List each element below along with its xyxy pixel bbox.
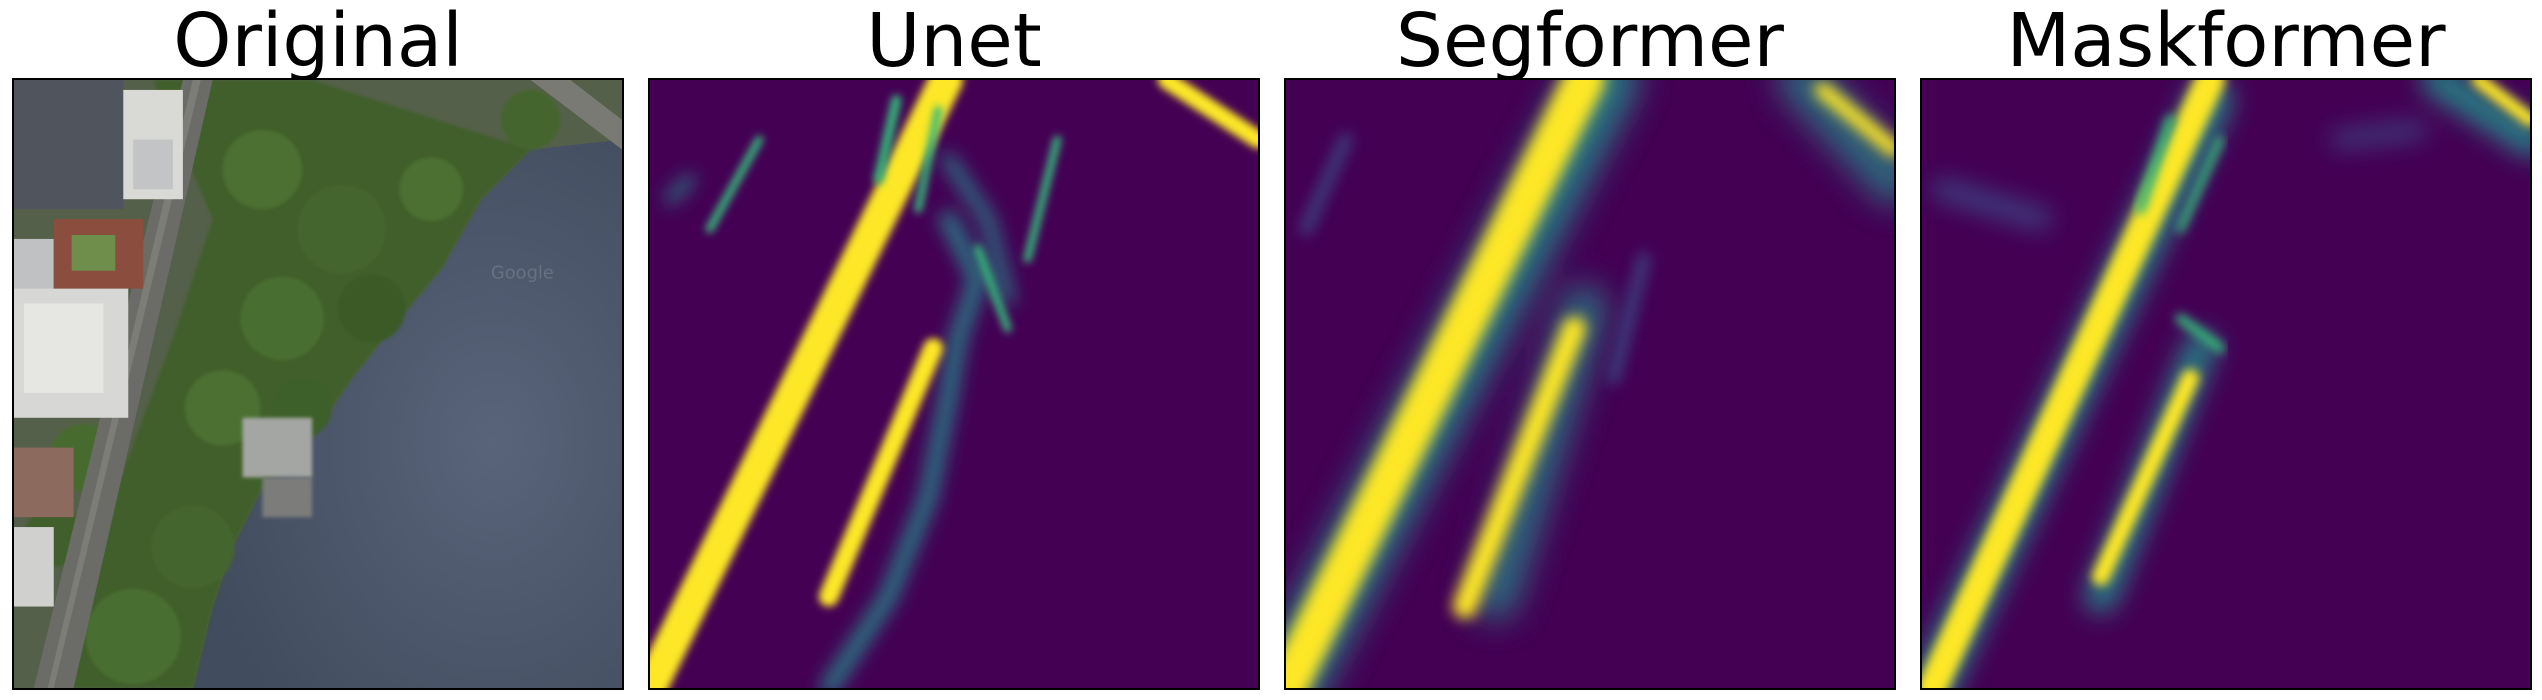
unet-prediction-image [648, 78, 1260, 690]
panel-maskformer: Maskformer [1920, 0, 2532, 700]
panel-title: Segformer [1396, 0, 1784, 84]
segformer-prediction-image [1284, 78, 1896, 690]
panel-original: Original [12, 0, 624, 700]
panel-title: Maskformer [2006, 0, 2446, 84]
aerial-photo-river-road: Google [14, 80, 622, 688]
road-segmentation-heatmap [650, 80, 1258, 688]
original-aerial-image: Google [12, 78, 624, 690]
panel-title: Unet [866, 0, 1042, 84]
panel-segformer: Segformer [1284, 0, 1896, 700]
panel-unet: Unet [648, 0, 1260, 700]
road-segmentation-heatmap [1922, 80, 2530, 688]
maskformer-prediction-image [1920, 78, 2532, 690]
panel-title: Original [173, 0, 463, 84]
watermark: Google [491, 263, 554, 284]
road-segmentation-heatmap [1286, 80, 1894, 688]
